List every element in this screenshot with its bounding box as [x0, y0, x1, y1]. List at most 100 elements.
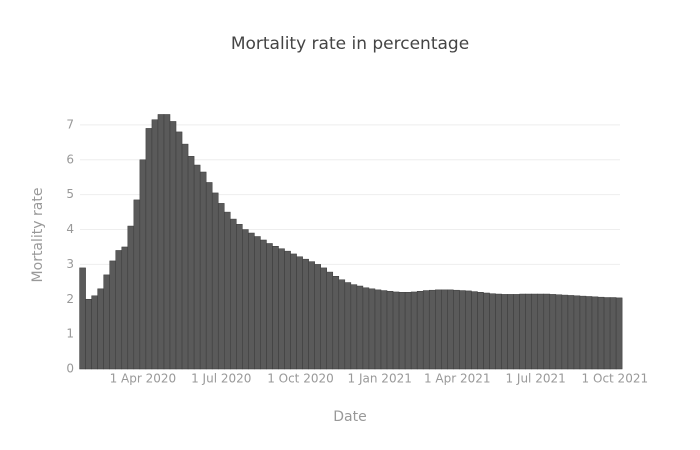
bar	[531, 293, 539, 370]
bar	[284, 250, 291, 370]
bar	[368, 288, 376, 370]
bar	[356, 285, 364, 370]
bar	[495, 293, 502, 370]
x-tick-label: 1 Jul 2021	[505, 372, 565, 386]
y-tick-label: 7	[66, 117, 74, 131]
bar	[272, 246, 279, 370]
bar	[561, 294, 569, 370]
bar	[103, 274, 110, 370]
bar	[278, 248, 285, 370]
bar	[145, 128, 153, 370]
bar	[193, 164, 201, 370]
bar	[483, 292, 490, 370]
bar	[199, 171, 207, 370]
bar	[296, 256, 303, 370]
x-tick-label: 1 Apr 2020	[110, 372, 177, 386]
bar	[513, 294, 520, 370]
bar	[585, 296, 593, 370]
x-axis-title: Date	[333, 409, 366, 425]
bar	[205, 182, 213, 370]
y-tick-label: 4	[66, 222, 74, 236]
bar	[459, 290, 466, 370]
bar	[302, 258, 309, 370]
bar	[447, 289, 454, 370]
bar	[435, 289, 442, 370]
bar	[266, 243, 273, 370]
bar	[230, 218, 237, 370]
bar	[465, 290, 472, 370]
bar	[121, 246, 129, 370]
bar	[543, 293, 551, 370]
bar	[398, 292, 406, 370]
bar	[157, 114, 165, 370]
bar	[501, 294, 508, 370]
bar	[151, 119, 159, 370]
bar	[260, 239, 267, 370]
bar	[489, 293, 496, 370]
bar	[603, 297, 611, 370]
bar	[597, 296, 605, 370]
bar	[609, 297, 617, 370]
bar	[392, 291, 400, 370]
bar	[314, 264, 321, 370]
x-tick-label: 1 Jan 2021	[348, 372, 412, 386]
bar	[338, 279, 346, 370]
bar	[139, 159, 147, 370]
bar	[579, 295, 587, 370]
bar	[422, 290, 430, 370]
bar	[320, 267, 327, 370]
bar	[127, 225, 135, 370]
bar	[175, 131, 183, 370]
bar	[477, 292, 484, 370]
y-axis-title: Mortality rate	[30, 188, 46, 283]
bar	[187, 156, 195, 370]
bar	[97, 288, 104, 370]
bar	[115, 250, 123, 370]
bar	[248, 232, 255, 370]
bar	[507, 294, 514, 370]
bar	[236, 224, 243, 370]
bar	[109, 260, 116, 370]
bar	[254, 236, 261, 370]
bar	[211, 192, 219, 370]
bar	[471, 291, 478, 370]
bar	[555, 294, 563, 370]
bar	[386, 290, 394, 370]
bar	[567, 295, 575, 370]
bars	[79, 114, 623, 370]
bar	[308, 261, 315, 370]
bar	[163, 114, 171, 370]
bar	[169, 121, 177, 370]
y-tick-label: 6	[66, 152, 74, 166]
tick-labels: 0 1 2 3 4 5 6 7 1 Apr 2020 1 Jul 2020 1 Oct 2020 1 …	[66, 117, 648, 385]
bar	[453, 289, 460, 370]
bar	[416, 290, 424, 370]
x-tick-label: 1 Apr 2021	[424, 372, 491, 386]
bar	[537, 293, 545, 370]
bar	[332, 276, 340, 370]
bar	[91, 295, 98, 370]
bar	[242, 229, 249, 370]
y-tick-label: 5	[66, 187, 74, 201]
bar	[615, 297, 623, 370]
bar	[428, 289, 436, 370]
bar	[380, 290, 388, 370]
bar	[410, 291, 418, 370]
bar	[224, 211, 231, 370]
y-tick-label: 1	[66, 327, 74, 341]
bar	[573, 295, 581, 370]
chart-title: Mortality rate in percentage	[231, 34, 469, 54]
bar	[549, 294, 557, 370]
bar	[519, 293, 526, 370]
y-tick-label: 3	[66, 257, 74, 271]
bar	[326, 271, 334, 370]
y-tick-label: 0	[66, 362, 74, 376]
x-tick-label: 1 Jul 2020	[191, 372, 251, 386]
bar	[133, 199, 141, 370]
bar	[85, 299, 92, 370]
bar	[374, 289, 382, 370]
bar	[441, 289, 448, 370]
bar	[181, 143, 189, 370]
bar	[79, 267, 86, 370]
